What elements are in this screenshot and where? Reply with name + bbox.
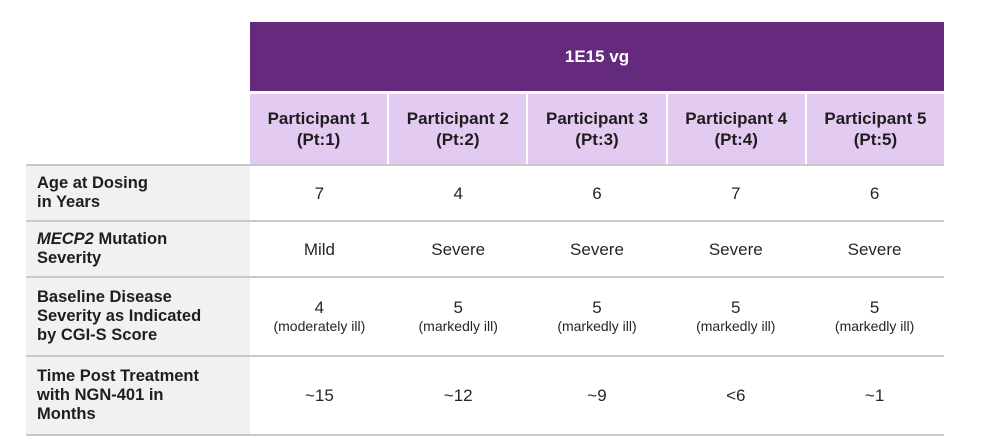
row-label-line: MECP2 Mutation <box>37 230 250 249</box>
table-cell: Mild <box>303 239 335 259</box>
gene-name: MECP2 <box>37 230 94 248</box>
participant-id: (Pt:3) <box>575 130 619 149</box>
table-cell: 7 <box>731 183 741 203</box>
participant-name: Participant 5 <box>824 109 927 128</box>
row-label-text: Severity as Indicated <box>37 307 202 325</box>
participant-header-1: Participant 1 (Pt:1) <box>250 94 388 164</box>
cgi-score: 5 <box>453 298 463 317</box>
row-label-age: Age at Dosing in Years <box>26 166 250 220</box>
participant-name: Participant 1 <box>267 109 370 128</box>
table-cell: 7 <box>314 183 325 203</box>
table-cell: ~12 <box>443 386 473 405</box>
cgi-description: (moderately ill) <box>273 318 366 334</box>
cgi-score: 4 <box>314 298 325 317</box>
participant-header-3: Participant 3 (Pt:3) <box>526 94 666 164</box>
table-cell: 4 (moderately ill) <box>250 278 389 355</box>
table-cell: Severe <box>847 239 902 259</box>
row-label-text: by CGI-S Score <box>37 326 158 344</box>
table-cell: 5 (markedly ill) <box>389 278 528 355</box>
row-label-time: Time Post Treatment with NGN-401 in Mont… <box>26 357 250 434</box>
table-row-age: Age at Dosing in Years 7 4 6 7 6 <box>26 164 944 220</box>
cgi-description: (markedly ill) <box>557 318 637 334</box>
table-cell: 5 (markedly ill) <box>805 278 944 355</box>
table-cell: Severe <box>708 239 763 259</box>
participant-name: Participant 4 <box>685 109 788 128</box>
row-label-text: Baseline Disease <box>37 288 172 306</box>
table-cell: 4 <box>453 183 463 203</box>
cgi-description: (markedly ill) <box>834 318 915 334</box>
row-label-text: Severity <box>37 249 102 267</box>
table-cell: ~9 <box>587 386 607 405</box>
row-label-text: Age at Dosing <box>37 174 148 192</box>
cgi-score: 5 <box>869 298 880 317</box>
cgi-score: 5 <box>731 298 741 317</box>
row-label-text: with NGN-401 in <box>37 386 164 404</box>
participant-id: (Pt:4) <box>714 130 758 149</box>
row-label-text: Mutation <box>93 230 168 248</box>
row-label-text: Time Post Treatment <box>37 367 199 385</box>
row-label-text: Months <box>37 405 96 423</box>
table-cell: ~1 <box>864 386 885 405</box>
dose-label: 1E15 vg <box>564 46 630 66</box>
table-cell: ~15 <box>304 386 334 405</box>
participant-name: Participant 3 <box>545 109 649 128</box>
cgi-score: 5 <box>592 298 602 317</box>
participant-header-4: Participant 4 (Pt:4) <box>665 94 805 164</box>
row-label-text: in Years <box>37 193 100 211</box>
table-cell: 5 (markedly ill) <box>528 278 667 355</box>
table-cell: 5 (markedly ill) <box>666 278 805 355</box>
participant-id: (Pt:1) <box>296 130 341 149</box>
participant-header-row: Participant 1 (Pt:1) Participant 2 (Pt:2… <box>250 94 945 164</box>
participant-name: Participant 2 <box>406 109 509 128</box>
table-row-time: Time Post Treatment with NGN-401 in Mont… <box>26 355 944 436</box>
participant-id: (Pt:5) <box>853 130 898 149</box>
row-label-baseline: Baseline Disease Severity as Indicated b… <box>26 278 250 355</box>
cgi-description: (markedly ill) <box>418 318 498 334</box>
participant-data-table: Age at Dosing in Years 7 4 6 7 6 MECP2 M… <box>26 164 944 436</box>
participant-header-5: Participant 5 (Pt:5) <box>804 94 945 164</box>
table-cell: <6 <box>726 386 746 405</box>
row-label-mutation: MECP2 Mutation Severity <box>26 222 250 276</box>
table-cell: Severe <box>431 239 486 259</box>
table-row-mutation: MECP2 Mutation Severity Mild Severe Seve… <box>26 220 944 276</box>
table-row-baseline: Baseline Disease Severity as Indicated b… <box>26 276 944 355</box>
table-cell: 6 <box>869 183 880 203</box>
dose-header: 1E15 vg <box>250 22 944 91</box>
table-cell: Severe <box>570 239 624 259</box>
participant-id: (Pt:2) <box>436 130 480 149</box>
cgi-description: (markedly ill) <box>696 318 776 334</box>
table-cell: 6 <box>592 183 602 203</box>
participant-header-2: Participant 2 (Pt:2) <box>387 94 527 164</box>
